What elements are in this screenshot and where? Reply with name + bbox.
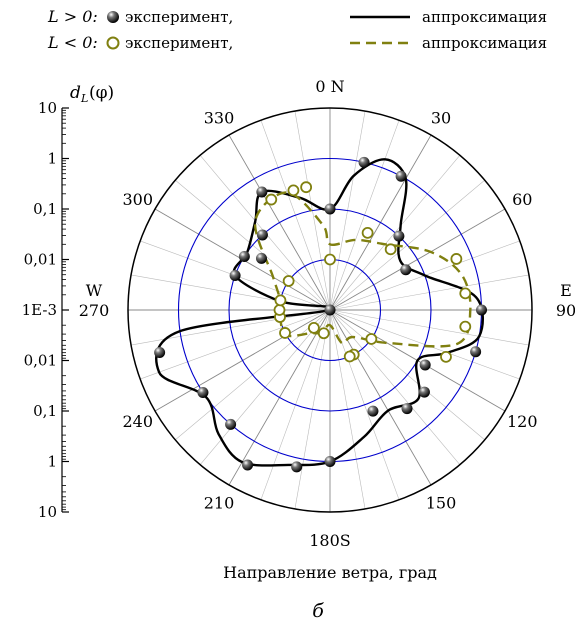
positive-point [256, 229, 268, 241]
angle-label: 30 [431, 109, 451, 128]
legend-neg-marker [106, 36, 120, 50]
negative-point [343, 350, 356, 363]
negative-point [324, 253, 336, 266]
legend-neg-approx: аппроксимация [422, 34, 547, 52]
approx-curve-negative [254, 191, 472, 348]
west-label: W [86, 281, 103, 300]
negative-point [300, 181, 313, 194]
negative-point [440, 350, 452, 363]
negative-point [273, 304, 286, 316]
positive-point [255, 252, 267, 264]
figure-caption: б [312, 600, 324, 622]
negative-point [279, 327, 291, 339]
legend: L > 0: эксперимент, аппроксимация L < 0:… [47, 7, 547, 52]
angle-label: 210 [204, 493, 235, 512]
negative-point [317, 327, 330, 340]
positive-point [197, 387, 209, 399]
y-tick-label: 1E-3 [22, 301, 57, 319]
angle-labels: 30 60 90 120 150 180S 210 240 270 300 330 0 N E W [79, 77, 575, 550]
angle-label: 60 [512, 190, 532, 209]
negative-point [365, 333, 378, 345]
positive-point [229, 269, 241, 281]
negative-point [265, 193, 278, 206]
angle-label: 120 [507, 412, 538, 431]
angle-label: 150 [426, 493, 457, 512]
y-axis: 10 1 0,1 0,01 1E-3 0,01 0,1 1 10 [22, 99, 69, 521]
legend-pos-marker [107, 11, 119, 23]
negative-point [450, 253, 463, 265]
positive-point [256, 186, 268, 198]
angle-label: 300 [122, 190, 153, 209]
y-tick-label: 1 [47, 150, 57, 168]
positive-point [154, 346, 166, 358]
y-tick-label: 10 [38, 99, 57, 117]
y-label-d: d [70, 83, 81, 103]
positive-point [291, 461, 303, 473]
legend-neg-experiment: эксперимент, [125, 34, 233, 52]
positive-point [476, 304, 487, 316]
y-tick-label: 10 [38, 503, 57, 521]
angle-label: 180S [309, 531, 351, 550]
legend-pos-approx: аппроксимация [422, 8, 547, 26]
east-label: E [560, 281, 572, 300]
negative-point [274, 294, 287, 307]
y-axis-title: d L (φ) [70, 83, 114, 105]
positive-point [324, 203, 336, 215]
angle-label: 0 N [315, 77, 344, 96]
x-axis-title: Направление ветра, град [223, 563, 437, 582]
negative-point [459, 287, 472, 300]
legend-pos-experiment: эксперимент, [125, 8, 233, 26]
positive-point [393, 230, 405, 242]
angle-label: 90 [556, 301, 575, 320]
legend-neg-label: L < 0: [47, 33, 98, 52]
positive-point [400, 264, 412, 276]
positive-point [358, 156, 370, 168]
y-tick-label: 1 [47, 453, 57, 471]
outer-circle [127, 107, 533, 513]
positive-point [401, 403, 413, 415]
negative-point [384, 243, 397, 256]
positive-point [470, 346, 482, 358]
experiment-points [154, 156, 487, 473]
negative-point [361, 226, 374, 239]
angle-label: 330 [204, 109, 235, 128]
positive-point [324, 456, 336, 467]
positive-point [225, 418, 237, 430]
positive-point [395, 170, 407, 182]
positive-point [418, 386, 430, 398]
positive-point [419, 359, 431, 371]
negative-point [307, 322, 320, 334]
y-tick-label: 0,01 [24, 352, 57, 370]
positive-point [367, 405, 379, 417]
y-tick-label: 0,1 [33, 200, 57, 218]
negative-point [459, 320, 472, 333]
y-tick-label: 0,1 [33, 402, 57, 420]
negative-point [282, 275, 295, 287]
y-label-arg: (φ) [89, 83, 114, 103]
positive-point [242, 459, 254, 471]
angle-label: 240 [122, 412, 153, 431]
y-label-sub: L [80, 92, 88, 105]
angle-label: 270 [79, 301, 110, 320]
positive-point [324, 304, 336, 316]
positive-point [238, 250, 250, 262]
legend-pos-label: L > 0: [47, 7, 98, 26]
y-tick-label: 0,01 [24, 251, 57, 269]
negative-point [287, 184, 300, 197]
